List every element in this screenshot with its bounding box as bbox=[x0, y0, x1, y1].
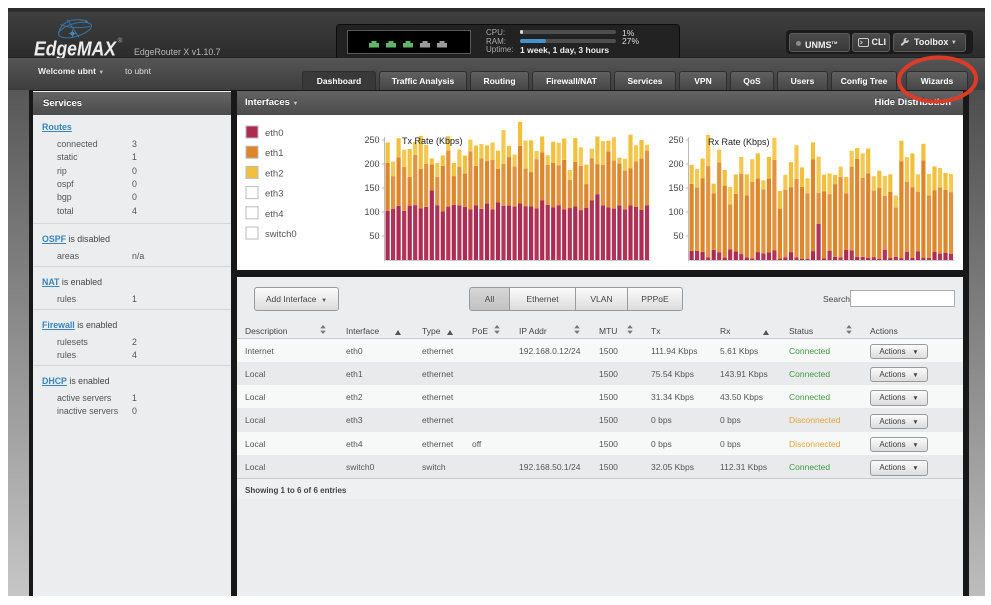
svg-text:eth4: eth4 bbox=[265, 209, 284, 220]
svg-text:200: 200 bbox=[364, 159, 379, 169]
svg-text:250: 250 bbox=[364, 135, 379, 145]
svg-text:EdgeMAX: EdgeMAX bbox=[34, 39, 117, 61]
svg-text:150: 150 bbox=[364, 183, 379, 193]
svg-text:eth0: eth0 bbox=[265, 128, 284, 139]
svg-text:100: 100 bbox=[364, 207, 379, 217]
svg-text:250: 250 bbox=[668, 135, 683, 145]
svg-text:150: 150 bbox=[668, 183, 683, 193]
svg-text:switch0: switch0 bbox=[265, 229, 297, 240]
svg-text:eth1: eth1 bbox=[265, 148, 284, 159]
svg-text:100: 100 bbox=[668, 207, 683, 217]
svg-text:eth2: eth2 bbox=[265, 168, 284, 179]
svg-text:Rx Rate (Kbps): Rx Rate (Kbps) bbox=[708, 137, 770, 147]
svg-text:50: 50 bbox=[369, 231, 379, 241]
svg-text:Tx Rate (Kbps): Tx Rate (Kbps) bbox=[402, 136, 463, 146]
svg-text:50: 50 bbox=[673, 231, 683, 241]
svg-text:®: ® bbox=[118, 37, 123, 45]
svg-text:200: 200 bbox=[668, 159, 683, 169]
svg-text:eth3: eth3 bbox=[265, 189, 284, 200]
